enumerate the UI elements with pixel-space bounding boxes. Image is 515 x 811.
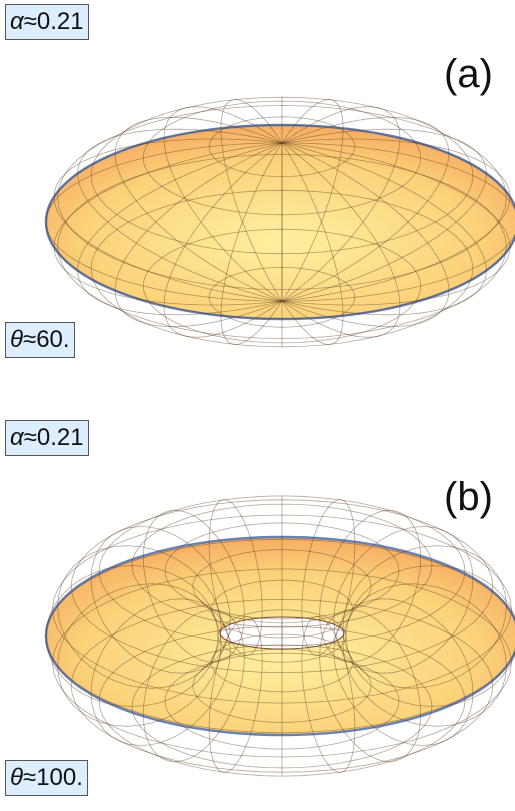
theta-symbol: θ: [10, 764, 23, 791]
theta-symbol: θ: [10, 326, 23, 353]
theta-label: θ≈60.: [5, 322, 75, 358]
alpha-value: ≈0.21: [24, 424, 84, 451]
alpha-value: ≈0.21: [24, 8, 84, 35]
spheroid-surface: [46, 97, 515, 347]
theta-value: ≈60.: [23, 326, 70, 353]
panel-tag: (b): [444, 475, 493, 520]
alpha-symbol: α: [10, 8, 24, 35]
theta-label: θ≈100.: [5, 760, 88, 796]
panel-tag: (a): [444, 52, 493, 97]
alpha-label: α≈0.21: [5, 4, 89, 40]
theta-value: ≈100.: [23, 764, 83, 791]
torus-surface: [46, 496, 515, 777]
alpha-symbol: α: [10, 424, 24, 451]
figure: [0, 0, 515, 811]
alpha-label: α≈0.21: [5, 420, 89, 456]
page: α≈0.21 (a) θ≈60. α≈0.21 (b) θ≈100. (() =…: [0, 0, 515, 811]
